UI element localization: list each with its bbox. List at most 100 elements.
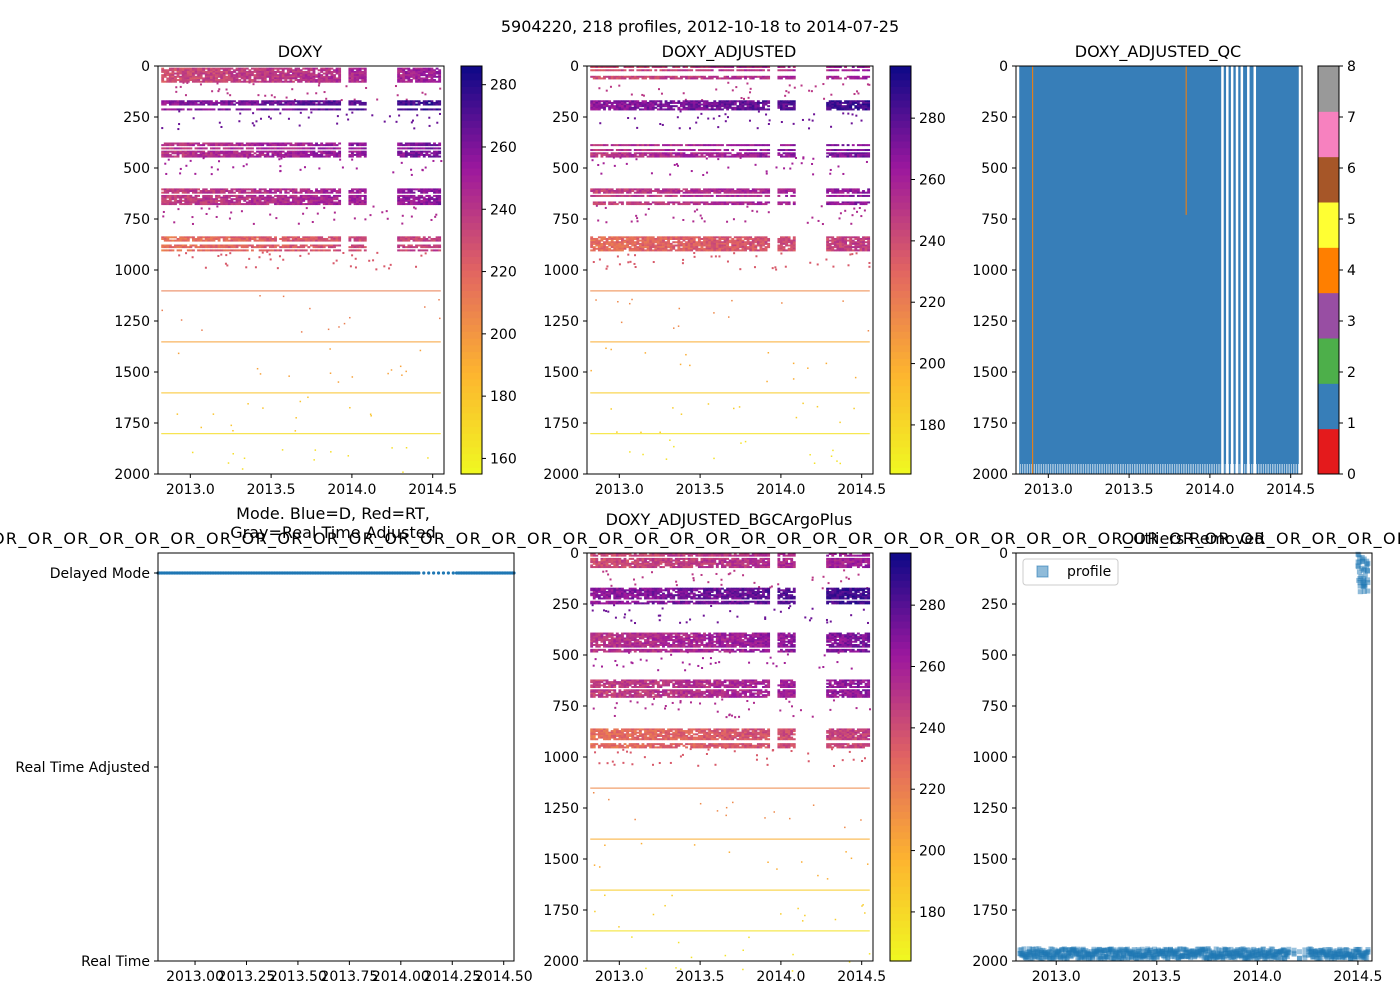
heat-cell xyxy=(248,201,252,204)
heat-cell xyxy=(215,153,218,156)
heat-cell xyxy=(407,249,411,252)
heat-cell xyxy=(659,101,663,104)
heat-cell xyxy=(718,108,722,111)
heat-cell xyxy=(677,106,681,109)
heat-cell xyxy=(215,188,218,191)
heat-cell xyxy=(633,149,637,152)
heat-cell xyxy=(261,201,265,204)
heat-cell xyxy=(333,75,336,78)
heat-cell xyxy=(279,191,283,194)
heat-cell xyxy=(230,75,234,78)
heat-cell xyxy=(633,153,637,156)
heat-cell xyxy=(672,152,676,155)
heat-cell xyxy=(412,69,416,72)
heat-cell xyxy=(404,246,408,249)
heat-cell xyxy=(207,70,211,73)
heat-cell xyxy=(595,191,599,194)
heat-cell xyxy=(199,199,203,202)
heat-cell xyxy=(202,199,206,202)
heat-cell xyxy=(412,108,416,111)
heat-cell xyxy=(610,144,614,147)
heat-cell xyxy=(646,144,650,147)
heat-cell xyxy=(844,190,847,193)
heat-cell xyxy=(736,152,740,155)
heat-cell xyxy=(220,100,224,103)
heat-cell xyxy=(615,105,619,108)
heat-speck xyxy=(245,163,248,166)
heat-cell xyxy=(297,101,301,104)
heat-cell xyxy=(294,69,298,72)
heat-cell xyxy=(590,153,594,156)
heat-cell xyxy=(284,152,288,155)
heat-cell xyxy=(613,105,617,108)
heat-cell xyxy=(335,100,339,103)
heat-cell xyxy=(849,194,853,197)
heat-cell xyxy=(327,244,331,247)
heat-cell xyxy=(312,79,316,82)
heat-speck xyxy=(349,265,352,268)
heat-cell xyxy=(656,144,660,147)
heat-cell xyxy=(610,188,614,191)
heat-cell xyxy=(286,80,290,83)
heat-speck xyxy=(657,88,660,91)
heat-cell xyxy=(749,66,753,68)
heat-cell xyxy=(356,194,360,197)
heat-cell xyxy=(363,153,367,156)
heat-cell xyxy=(212,67,216,70)
heat-speck xyxy=(226,92,229,95)
heat-cell xyxy=(438,142,442,145)
heat-cell xyxy=(281,199,285,202)
heat-cell xyxy=(703,66,706,68)
heat-cell xyxy=(266,101,270,104)
heat-cell xyxy=(621,108,624,111)
heat-cell xyxy=(294,194,298,197)
heat-cell xyxy=(603,108,606,111)
heat-cell xyxy=(325,101,329,104)
heat-cell xyxy=(281,72,285,75)
heat-cell xyxy=(250,67,254,70)
heat-cell xyxy=(253,80,257,83)
heat-cell xyxy=(422,237,426,240)
heat-cell xyxy=(849,75,853,78)
heat-speck xyxy=(823,97,826,100)
heat-cell xyxy=(656,153,660,156)
heat-cell xyxy=(322,150,326,153)
heat-cell xyxy=(322,79,326,82)
heat-cell xyxy=(762,144,765,147)
heat-cell xyxy=(787,152,791,155)
heat-cell xyxy=(297,153,301,156)
heat-cell xyxy=(603,144,606,147)
heat-cell xyxy=(202,72,206,75)
heat-speck xyxy=(302,212,305,215)
heat-cell xyxy=(674,155,678,158)
heat-cell xyxy=(756,191,760,194)
heat-speck xyxy=(702,174,705,177)
heat-cell xyxy=(163,80,167,83)
heat-cell xyxy=(597,77,601,80)
heat-speck xyxy=(239,112,242,115)
heat-cell xyxy=(420,69,424,72)
heat-cell xyxy=(166,80,170,83)
heat-cell xyxy=(420,147,424,150)
heat-cell xyxy=(292,190,295,193)
heat-cell xyxy=(597,191,601,194)
heat-cell xyxy=(407,188,411,191)
heat-cell xyxy=(427,203,431,206)
heat-cell xyxy=(700,66,704,68)
heat-speck xyxy=(855,114,858,117)
heat-cell xyxy=(217,194,221,197)
heat-cell xyxy=(256,67,259,70)
heat-cell xyxy=(222,236,226,239)
heat-cell xyxy=(176,191,180,194)
heat-cell xyxy=(215,203,218,206)
heat-cell xyxy=(736,75,740,78)
heat-cell xyxy=(274,70,277,73)
heat-cell xyxy=(348,236,352,239)
heat-cell xyxy=(700,191,704,194)
heat-cell xyxy=(194,67,198,70)
heat-cell xyxy=(284,190,288,193)
heat-cell xyxy=(628,194,632,197)
heat-cell xyxy=(358,142,362,145)
heat-cell xyxy=(186,152,190,155)
heat-cell xyxy=(751,75,755,78)
